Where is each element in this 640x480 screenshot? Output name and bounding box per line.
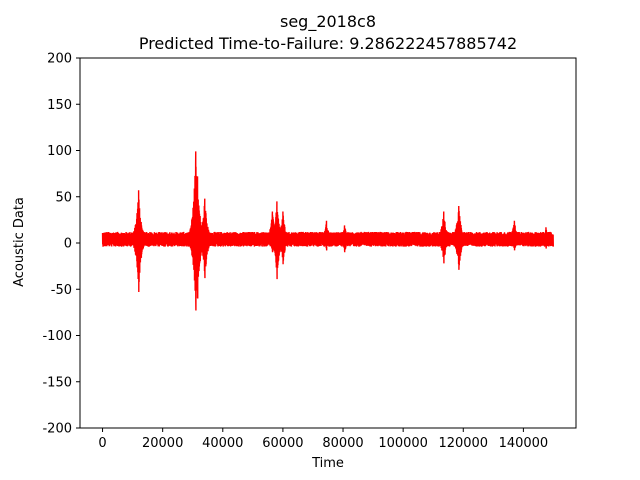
y-tick-label: -100: [42, 329, 72, 344]
y-tick-label: -200: [42, 422, 72, 437]
x-axis-label: Time: [311, 456, 344, 471]
x-tick-label: 60000: [262, 436, 303, 451]
y-tick-label: 100: [47, 144, 72, 159]
x-tick-label: 140000: [499, 436, 549, 451]
x-tick-label: 100000: [378, 436, 428, 451]
x-tick-label: 0: [98, 436, 106, 451]
x-tick-label: 20000: [142, 436, 183, 451]
y-tick-label: -150: [42, 375, 72, 390]
y-tick-label: 50: [55, 190, 72, 205]
chart-subtitle: Predicted Time-to-Failure: 9.28622245788…: [139, 34, 517, 53]
x-tick-label: 120000: [438, 436, 488, 451]
y-tick-label: -50: [51, 283, 72, 298]
y-tick-label: 150: [47, 98, 72, 113]
x-axis: 0 20000 40000 60000 80000 100000 120000 140000: [98, 428, 548, 451]
y-axis-label: Acoustic Data: [12, 197, 27, 287]
series-line: [101, 151, 554, 311]
y-tick-label: 0: [64, 237, 72, 252]
x-tick-label: 40000: [202, 436, 243, 451]
y-tick-label: 200: [47, 52, 72, 67]
plot-area: [101, 151, 554, 311]
plot-frame: [79, 57, 577, 429]
y-axis: -200 -150 -100 -50 0 50 100 150 200: [42, 52, 80, 437]
x-tick-label: 80000: [322, 436, 363, 451]
chart-title: seg_2018c8: [280, 12, 376, 32]
